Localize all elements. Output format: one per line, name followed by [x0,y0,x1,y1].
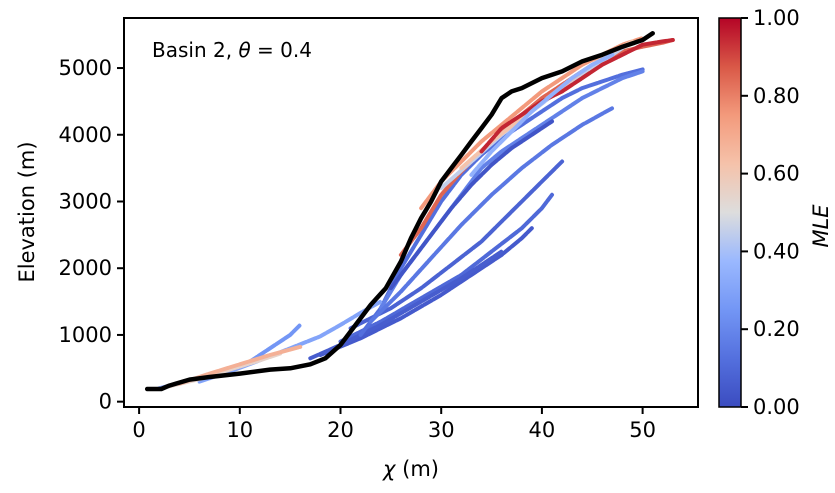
channel-profile-line [469,52,615,177]
x-tick-label: 10 [226,418,253,442]
y-tick-label: 0 [99,390,112,414]
plot-frame [123,17,699,408]
y-tick-label: 2000 [59,256,112,280]
x-tick-label: 40 [529,418,556,442]
channel-profile-line [368,106,615,324]
colorbar-label: MLE [809,204,833,248]
theta-symbol: θ [238,38,250,62]
x-axis-symbol: χ [382,457,397,481]
colorbar-tick-label: 0.80 [753,84,800,108]
annotation-suffix: = 0.4 [251,38,312,62]
y-axis-label: Elevation (m) [15,141,39,282]
x-axis-unit: (m) [395,457,439,481]
y-tick-label: 4000 [59,123,112,147]
channel-profile-line [157,322,303,391]
channel-profile-line [388,119,554,291]
colorbar-gradient [718,17,742,408]
x-tick-label: 50 [629,418,656,442]
main-series-line [144,31,655,392]
x-tick-label: 0 [132,418,145,442]
y-tick-label: 3000 [59,189,112,213]
channel-profile-line [479,38,675,154]
x-tick-label: 20 [327,418,354,442]
x-tick-label: 30 [428,418,455,442]
channel-profile-line [338,192,554,344]
colorbar-tick-label: 0.00 [753,395,800,419]
colorbar-tick-label: 0.20 [753,317,800,341]
colorbar-tick-label: 0.40 [753,239,800,263]
colorbar: 0.00 0.20 0.40 0.60 0.80 1.00 MLE [718,6,833,419]
colorbar-ticks: 0.00 0.20 0.40 0.60 0.80 1.00 [741,6,800,419]
annotation-prefix: Basin 2, [152,38,238,62]
channel-profile-line [348,159,565,331]
colorbar-tick-label: 1.00 [753,6,800,30]
channel-profile-line [358,67,645,337]
y-tick-label: 1000 [59,323,112,347]
x-axis-label: χ (m) [382,457,439,481]
colorbar-tick-label: 0.60 [753,162,800,186]
channel-profile-line [318,226,534,357]
y-tick-label: 5000 [59,56,112,80]
y-axis: 0 1000 2000 3000 4000 5000 [59,56,124,414]
x-axis: 0 10 20 30 40 50 [132,407,656,442]
plot-area [123,17,699,408]
background-series-group [157,36,675,391]
basin-annotation: Basin 2, θ = 0.4 [152,38,312,62]
